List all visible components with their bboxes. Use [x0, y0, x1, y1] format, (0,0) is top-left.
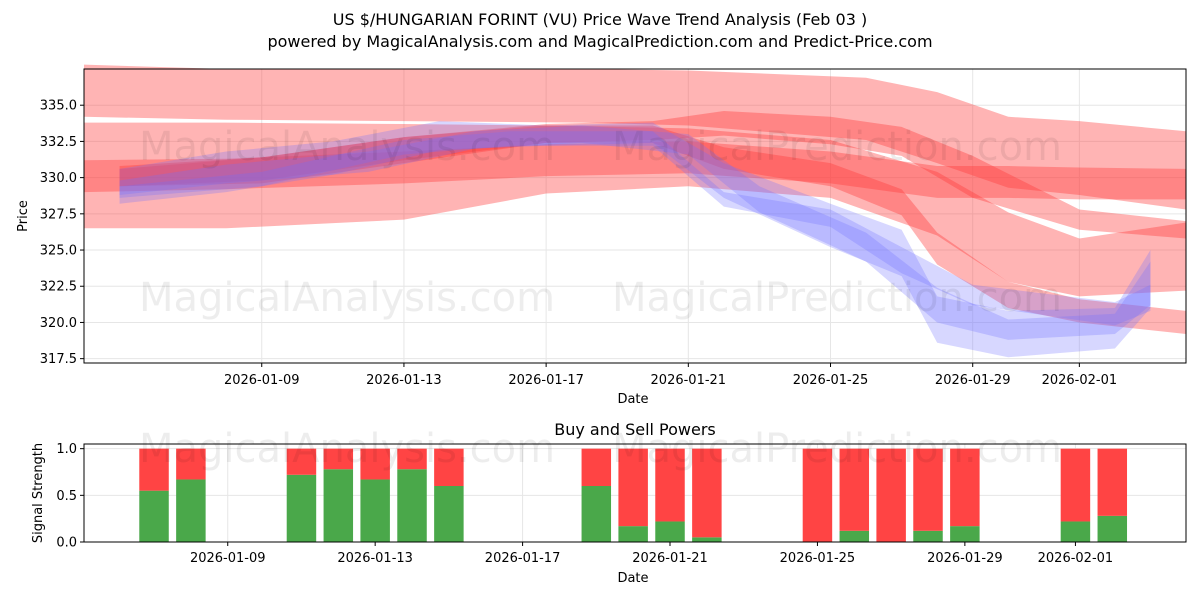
price-x-tick-label: 2026-01-17 [508, 373, 584, 388]
power-watermarks: MagicalAnalysis.com MagicalPrediction.com [139, 426, 1062, 472]
price-bands [84, 64, 1187, 358]
sell-bar [950, 448, 980, 527]
power-title: Buy and Sell Powers [554, 420, 716, 439]
price-y-tick-label: 320.0 [40, 316, 77, 331]
price-y-tick-label: 332.5 [40, 135, 77, 150]
sell-bar [323, 448, 354, 470]
chart-title: US $/HUNGARIAN FORINT (VU) Price Wave Tr… [333, 10, 867, 29]
price-x-label: Date [617, 392, 648, 407]
sell-bar [286, 448, 317, 475]
price-x-tick-label: 2026-01-29 [935, 373, 1011, 388]
buy-bar [286, 474, 317, 542]
power-x-tick-label: 2026-02-01 [1038, 551, 1114, 566]
buy-bar [839, 530, 870, 542]
buy-bar [1097, 515, 1128, 542]
watermark-text: MagicalPrediction.com [612, 275, 1062, 321]
price-band-drop-band-C [119, 125, 1187, 335]
price-chart: MagicalAnalysis.com MagicalPrediction.com… [16, 64, 1187, 407]
sell-bar [1060, 448, 1091, 522]
sell-bar [839, 448, 870, 531]
sell-bar [581, 448, 612, 486]
watermark-text: MagicalAnalysis.com [139, 426, 555, 472]
price-x-ticks: 2026-01-09 2026-01-13 2026-01-17 2026-01-21… [224, 363, 1117, 388]
price-y-tick-label: 322.5 [40, 280, 77, 295]
sell-bar [655, 448, 685, 522]
power-x-label: Date [617, 571, 648, 586]
power-y-tick-label: 0.0 [56, 536, 77, 551]
watermark-text: MagicalPrediction.com [612, 124, 1062, 170]
sell-bar [1097, 448, 1128, 516]
power-x-tick-label: 2026-01-09 [190, 551, 266, 566]
watermark-text: MagicalPrediction.com [612, 426, 1062, 472]
price-watermarks: MagicalAnalysis.com MagicalPrediction.com… [139, 124, 1062, 321]
sell-bar [434, 448, 464, 486]
sell-bar [913, 448, 943, 531]
buy-bar [397, 469, 427, 542]
power-chart: Buy and Sell Powers MagicalAnalysis.com M… [31, 420, 1187, 586]
power-x-tick-label: 2026-01-13 [337, 551, 413, 566]
buy-bar [1060, 521, 1091, 542]
price-y-tick-label: 335.0 [40, 99, 77, 114]
price-band-upper-envelope [84, 64, 1186, 210]
power-x-ticks: 2026-01-09 2026-01-13 2026-01-17 2026-01-21… [190, 542, 1113, 566]
price-y-label: Price [16, 200, 31, 232]
chart-subtitle: powered by MagicalAnalysis.com and Magic… [267, 32, 932, 51]
price-x-tick-label: 2026-02-01 [1042, 373, 1118, 388]
price-x-tick-label: 2026-01-13 [366, 373, 442, 388]
sell-bar [618, 448, 648, 527]
sell-bar [876, 448, 906, 542]
price-x-tick-label: 2026-01-09 [224, 373, 300, 388]
buy-bar [139, 490, 169, 542]
price-x-tick-label: 2026-01-25 [793, 373, 869, 388]
price-band-wide-lower-envelope [84, 122, 1186, 297]
buy-bar [323, 469, 354, 542]
watermark-text: MagicalAnalysis.com [139, 124, 555, 170]
buy-bar [360, 479, 390, 542]
watermark-text: MagicalAnalysis.com [139, 275, 555, 321]
price-y-ticks: 317.5 320.0 322.5 325.0 327.5 330.0 332.5 335.0 [40, 99, 84, 367]
buy-bar [692, 537, 722, 542]
buy-bar [176, 479, 206, 542]
buy-bar [618, 526, 648, 542]
price-band-bear-band-3 [119, 131, 1151, 326]
power-x-tick-label: 2026-01-17 [485, 551, 561, 566]
price-axes-frame [83, 68, 1187, 364]
power-bars [139, 448, 1128, 542]
power-y-label: Signal Strength [31, 443, 46, 543]
sell-bar [802, 448, 833, 542]
price-y-tick-label: 325.0 [40, 244, 77, 259]
price-band-bear-band-1 [119, 121, 1151, 358]
sell-bar [139, 448, 169, 491]
price-y-tick-label: 327.5 [40, 207, 77, 222]
power-x-tick-label: 2026-01-21 [632, 551, 708, 566]
power-axes-frame [83, 443, 1187, 543]
buy-bar [655, 521, 685, 542]
sell-bar [692, 448, 722, 538]
price-y-tick-label: 330.0 [40, 171, 77, 186]
sell-bar [397, 448, 427, 470]
power-y-tick-label: 0.5 [56, 489, 77, 504]
buy-bar [434, 486, 464, 542]
price-x-tick-label: 2026-01-21 [651, 373, 727, 388]
sell-bar [176, 448, 206, 480]
price-band-trend-band-A [84, 141, 1186, 200]
buy-bar [950, 526, 980, 542]
power-y-ticks: 0.0 0.5 1.0 [56, 442, 84, 551]
price-y-tick-label: 317.5 [40, 352, 77, 367]
price-grid [84, 69, 1186, 363]
buy-bar [581, 486, 612, 542]
price-band-trend-band-B [119, 111, 1187, 239]
power-x-tick-label: 2026-01-29 [927, 551, 1003, 566]
power-x-tick-label: 2026-01-25 [780, 551, 856, 566]
power-y-tick-label: 1.0 [56, 442, 77, 457]
sell-bar [360, 448, 390, 480]
buy-bar [913, 530, 943, 542]
price-band-bear-band-2 [119, 125, 1151, 340]
